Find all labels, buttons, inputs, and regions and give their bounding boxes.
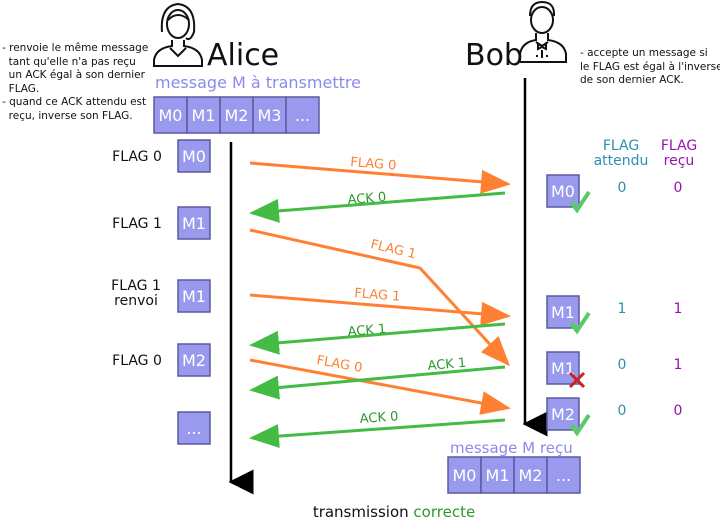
- queue-item-label: M3: [258, 106, 282, 125]
- flag1-resend-arrow: [249, 293, 511, 326]
- bob-message-box-label: M1: [551, 359, 575, 378]
- received-item-rect: [480, 456, 515, 494]
- footer-status: correcte: [413, 503, 475, 520]
- received-item: M0: [447, 456, 482, 494]
- check-icon: [569, 190, 591, 214]
- received-item-label: M1: [486, 466, 510, 485]
- queue-item-label: M2: [225, 106, 249, 125]
- queue-item-label: M1: [192, 106, 216, 125]
- expected-flag-value: 0: [618, 180, 627, 196]
- alice-message-box-label: M1: [182, 214, 206, 233]
- check-icon: [569, 311, 591, 335]
- alice-message-box-rect: [177, 411, 211, 445]
- bob-message-box: M0: [546, 174, 580, 208]
- expected-flag-value: 1: [618, 301, 627, 317]
- received-item-rect: [546, 456, 581, 494]
- alice-message-box-label: ...: [186, 419, 201, 438]
- received-item-label: M2: [519, 466, 543, 485]
- flag0-label: FLAG 0: [350, 155, 397, 174]
- alice-flag-label: FLAG 0: [112, 149, 162, 165]
- received-header-1: FLAG: [661, 138, 697, 154]
- flag0b-arrow: [249, 358, 511, 415]
- footer: transmission correcte: [313, 503, 475, 520]
- queue-item-label: ...: [295, 106, 310, 125]
- received-item-rect: [447, 456, 482, 494]
- received-item-label: ...: [556, 466, 571, 485]
- alice-message-box-label: M2: [182, 351, 206, 370]
- ack1-arrow: [249, 322, 506, 355]
- alice-message-box: M0: [177, 139, 211, 173]
- alice-message-box-rect: [177, 279, 211, 313]
- queue-item: M1: [186, 96, 221, 134]
- received-item-label: M0: [453, 466, 477, 485]
- cross-icon: [568, 371, 586, 389]
- alice-message-box: M1: [177, 206, 211, 240]
- alice-message-box: ...: [177, 411, 211, 445]
- bob-message-box-rect: [546, 174, 580, 208]
- queue-item-rect: [285, 96, 320, 134]
- expected-header-2: attendu: [594, 153, 649, 169]
- ack0-arrow: [249, 191, 506, 223]
- flag1-arrow: [249, 228, 511, 367]
- ack0b-arrow: [249, 418, 506, 449]
- alice-flag-label: renvoi: [114, 293, 158, 309]
- ack1-label: ACK 1: [347, 322, 387, 340]
- queue-item-label: M0: [159, 106, 183, 125]
- received-flag-value: 0: [674, 180, 683, 196]
- received-flag-value: 0: [674, 403, 683, 419]
- queue-item: M0: [153, 96, 188, 134]
- queue-item-rect: [186, 96, 221, 134]
- alice-message-box-label: M0: [182, 147, 206, 166]
- alice-message-box: M2: [177, 343, 211, 377]
- received-item: M2: [513, 456, 548, 494]
- queue-item: ...: [285, 96, 320, 134]
- check-icon: [569, 413, 591, 437]
- bob-avatar-icon: [519, 0, 567, 63]
- alice-avatar-icon: [153, 2, 203, 67]
- received-item-rect: [513, 456, 548, 494]
- alice-message-box-rect: [177, 343, 211, 377]
- footer-prefix: transmission: [313, 503, 409, 520]
- bob-message-box: M1: [546, 295, 580, 329]
- alice-message-box-rect: [177, 206, 211, 240]
- alice-flag-label: FLAG 0: [112, 353, 162, 369]
- queue-item-rect: [219, 96, 254, 134]
- bob-name: Bob: [465, 38, 523, 73]
- alice-message-box-rect: [177, 139, 211, 173]
- expected-flag-value: 0: [618, 357, 627, 373]
- ack0-label: ACK 0: [347, 190, 387, 208]
- bob-message-box-rect: [546, 397, 580, 431]
- queue-item: M3: [252, 96, 287, 134]
- expected-flag-value: 0: [618, 403, 627, 419]
- ack1b-arrow: [249, 365, 506, 400]
- alice-message-box-label: M1: [182, 287, 206, 306]
- received-flag-value: 1: [674, 301, 683, 317]
- ack1b-label: ACK 1: [427, 356, 467, 374]
- alice-flag-label: FLAG 1: [112, 216, 162, 232]
- queue-item: M2: [219, 96, 254, 134]
- received-flag-value: 1: [674, 357, 683, 373]
- queue-item-rect: [252, 96, 287, 134]
- queue-title: message M à transmettre: [155, 73, 361, 92]
- bob-message-box-label: M1: [551, 303, 575, 322]
- bob-message-box-rect: [546, 295, 580, 329]
- flag1-resend-label: FLAG 1: [354, 286, 401, 305]
- expected-header-1: FLAG: [603, 138, 639, 154]
- alice-note: - renvoie le même message tant qu'elle n…: [2, 42, 149, 122]
- bob-message-box-label: M0: [551, 182, 575, 201]
- bob-note: - accepte un message si le FLAG est égal…: [580, 47, 720, 86]
- ack0b-label: ACK 0: [359, 409, 399, 427]
- alice-flag-label: FLAG 1: [111, 278, 161, 294]
- received-title: message M reçu: [450, 439, 573, 457]
- alice-message-box: M1: [177, 279, 211, 313]
- flag0-arrow: [249, 161, 511, 194]
- received-item: ...: [546, 456, 581, 494]
- received-item: M1: [480, 456, 515, 494]
- bob-message-box: M2: [546, 397, 580, 431]
- bob-message-box-label: M2: [551, 405, 575, 424]
- received-header-2: reçu: [664, 153, 695, 169]
- alice-name: Alice: [207, 38, 279, 73]
